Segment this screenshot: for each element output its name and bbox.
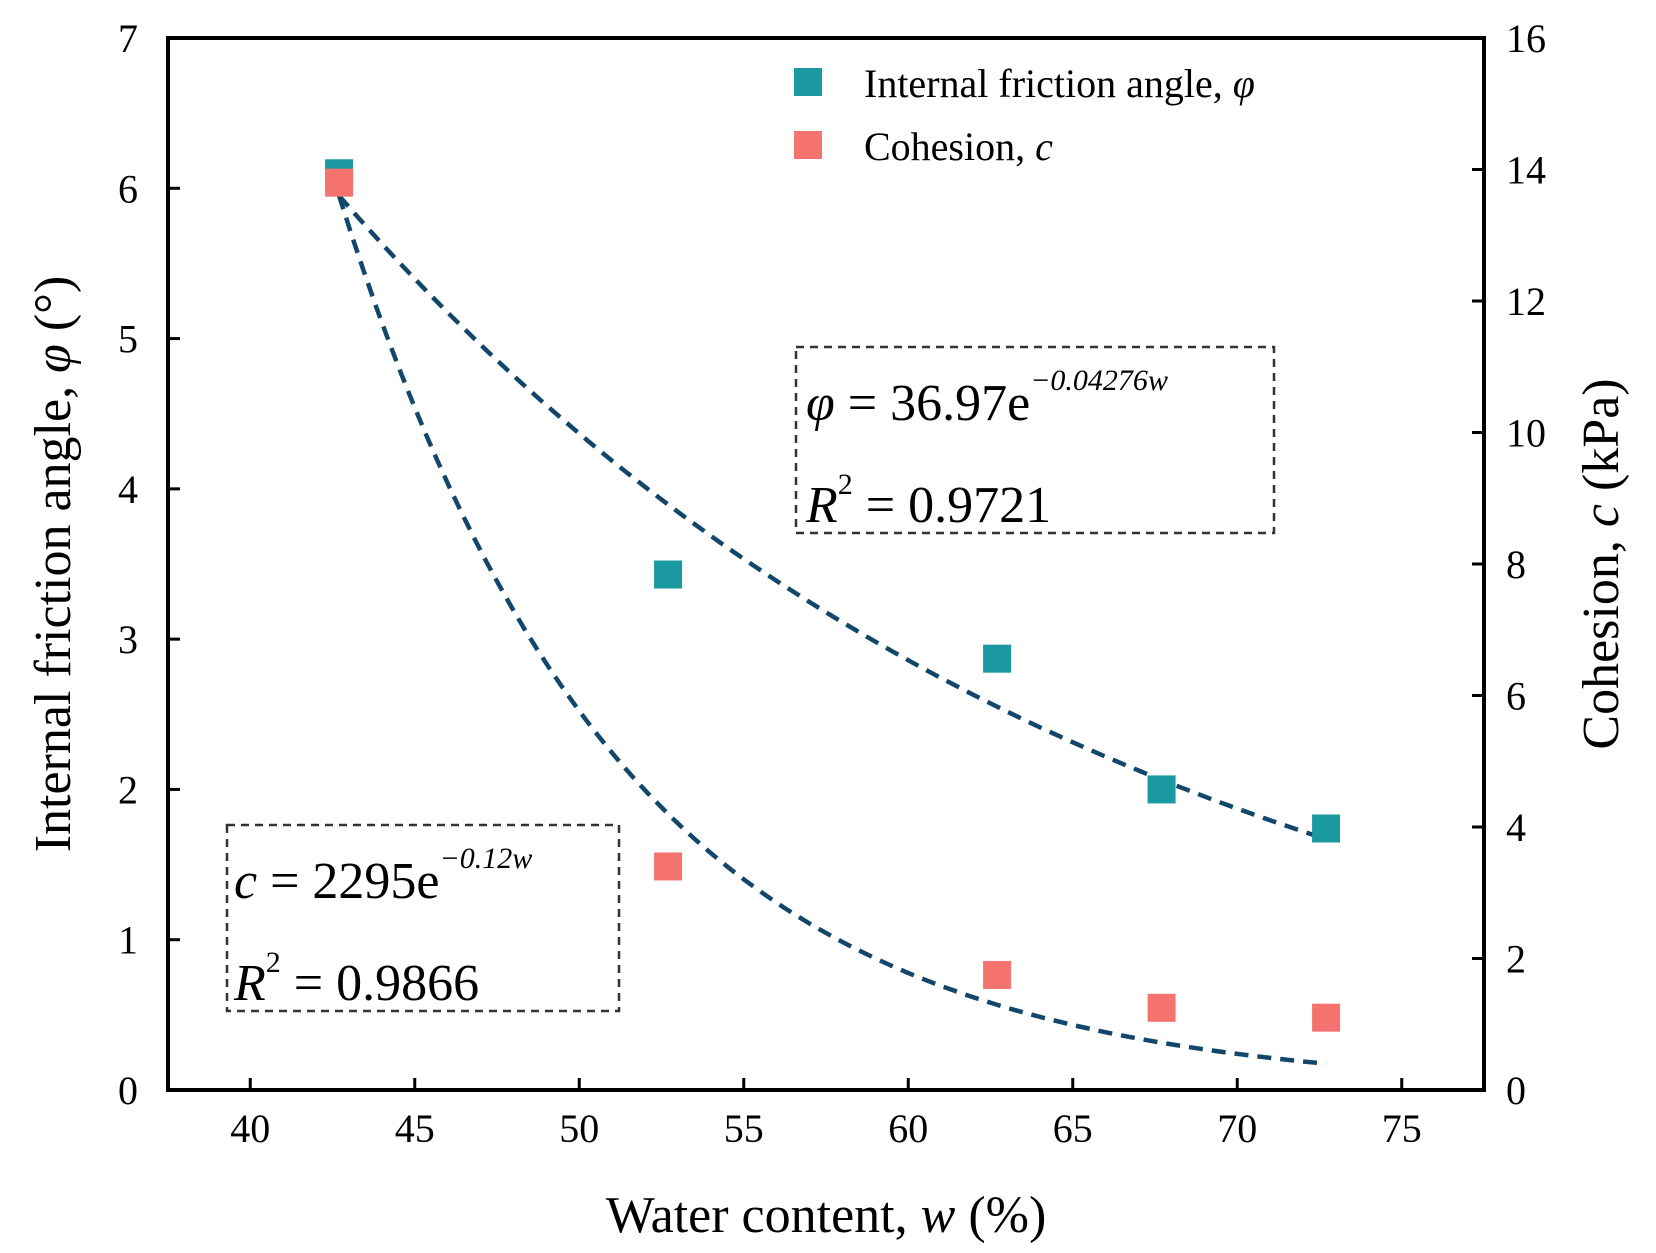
cohesion-data-point	[325, 168, 354, 197]
equation-box-c-frame	[225, 823, 621, 1013]
x-tick-label: 70	[1217, 1106, 1257, 1151]
fit-curve-c	[336, 195, 1327, 1066]
left-tick-label: 6	[118, 166, 138, 211]
x-axis-title: Water content, w (%)	[606, 1187, 1047, 1244]
right-tick-label: 12	[1506, 279, 1546, 324]
left-tick-label: 1	[118, 918, 138, 963]
left-tick-label: 4	[118, 467, 138, 512]
right-tick-label: 14	[1506, 148, 1546, 193]
right-tick-label: 4	[1506, 805, 1526, 850]
equation-box-phi-frame	[794, 345, 1276, 535]
x-tick-label: 55	[724, 1106, 764, 1151]
left-tick-label: 7	[118, 16, 138, 61]
fit-curves	[336, 194, 1327, 1066]
x-tick-label: 45	[395, 1106, 435, 1151]
cohesion-data-point	[983, 960, 1012, 989]
r2-phi: R2 = 0.9721	[805, 468, 1051, 534]
phi-data-point	[1312, 814, 1341, 843]
cohesion-data-point	[1312, 1003, 1341, 1032]
legend-label-c: Cohesion, c	[864, 124, 1053, 169]
right-tick-label: 6	[1506, 674, 1526, 719]
legend-marker-c	[794, 131, 822, 159]
left-axis-ticks: 0 1 2 3 4 5 6 7	[118, 16, 180, 1113]
right-tick-label: 2	[1506, 937, 1526, 982]
legend-label-phi: Internal friction angle, φ	[864, 61, 1255, 106]
right-tick-label: 16	[1506, 16, 1546, 61]
r2-c: R2 = 0.9866	[233, 946, 479, 1012]
cohesion-data-point	[654, 852, 683, 881]
x-axis-ticks: 40 45 50 55 60 65 70 75	[230, 1078, 1422, 1151]
left-tick-label: 0	[118, 1068, 138, 1113]
x-tick-label: 60	[888, 1106, 928, 1151]
left-tick-label: 3	[118, 617, 138, 662]
equation-box-c: c = 2295e−0.12w R2 = 0.9866	[225, 823, 621, 1013]
legend-marker-phi	[794, 68, 822, 96]
left-tick-label: 2	[118, 767, 138, 812]
phi-data-point	[654, 560, 683, 589]
right-tick-label: 8	[1506, 542, 1526, 587]
equation-box-phi: φ = 36.97e−0.04276w R2 = 0.9721	[794, 345, 1276, 535]
legend: Internal friction angle, φ Cohesion, c	[794, 61, 1255, 169]
phi-data-point	[1147, 775, 1176, 804]
left-tick-label: 5	[118, 317, 138, 362]
x-tick-label: 50	[559, 1106, 599, 1151]
x-tick-label: 65	[1053, 1106, 1093, 1151]
right-tick-label: 10	[1506, 411, 1546, 456]
right-axis-ticks: 0 2 4 6 8 10 12 14 16	[1472, 16, 1546, 1113]
right-axis-title: Cohesion, c (kPa)	[1573, 378, 1630, 749]
right-tick-label: 0	[1506, 1068, 1526, 1113]
x-tick-label: 75	[1382, 1106, 1422, 1151]
data-points	[325, 159, 1341, 1032]
left-axis-title: Internal friction angle, φ (°)	[25, 276, 82, 853]
equation-c: c = 2295e−0.12w	[234, 842, 532, 910]
x-tick-label: 40	[230, 1106, 270, 1151]
cohesion-data-point	[1147, 993, 1176, 1022]
equation-phi: φ = 36.97e−0.04276w	[806, 364, 1168, 432]
phi-data-point	[983, 644, 1012, 673]
